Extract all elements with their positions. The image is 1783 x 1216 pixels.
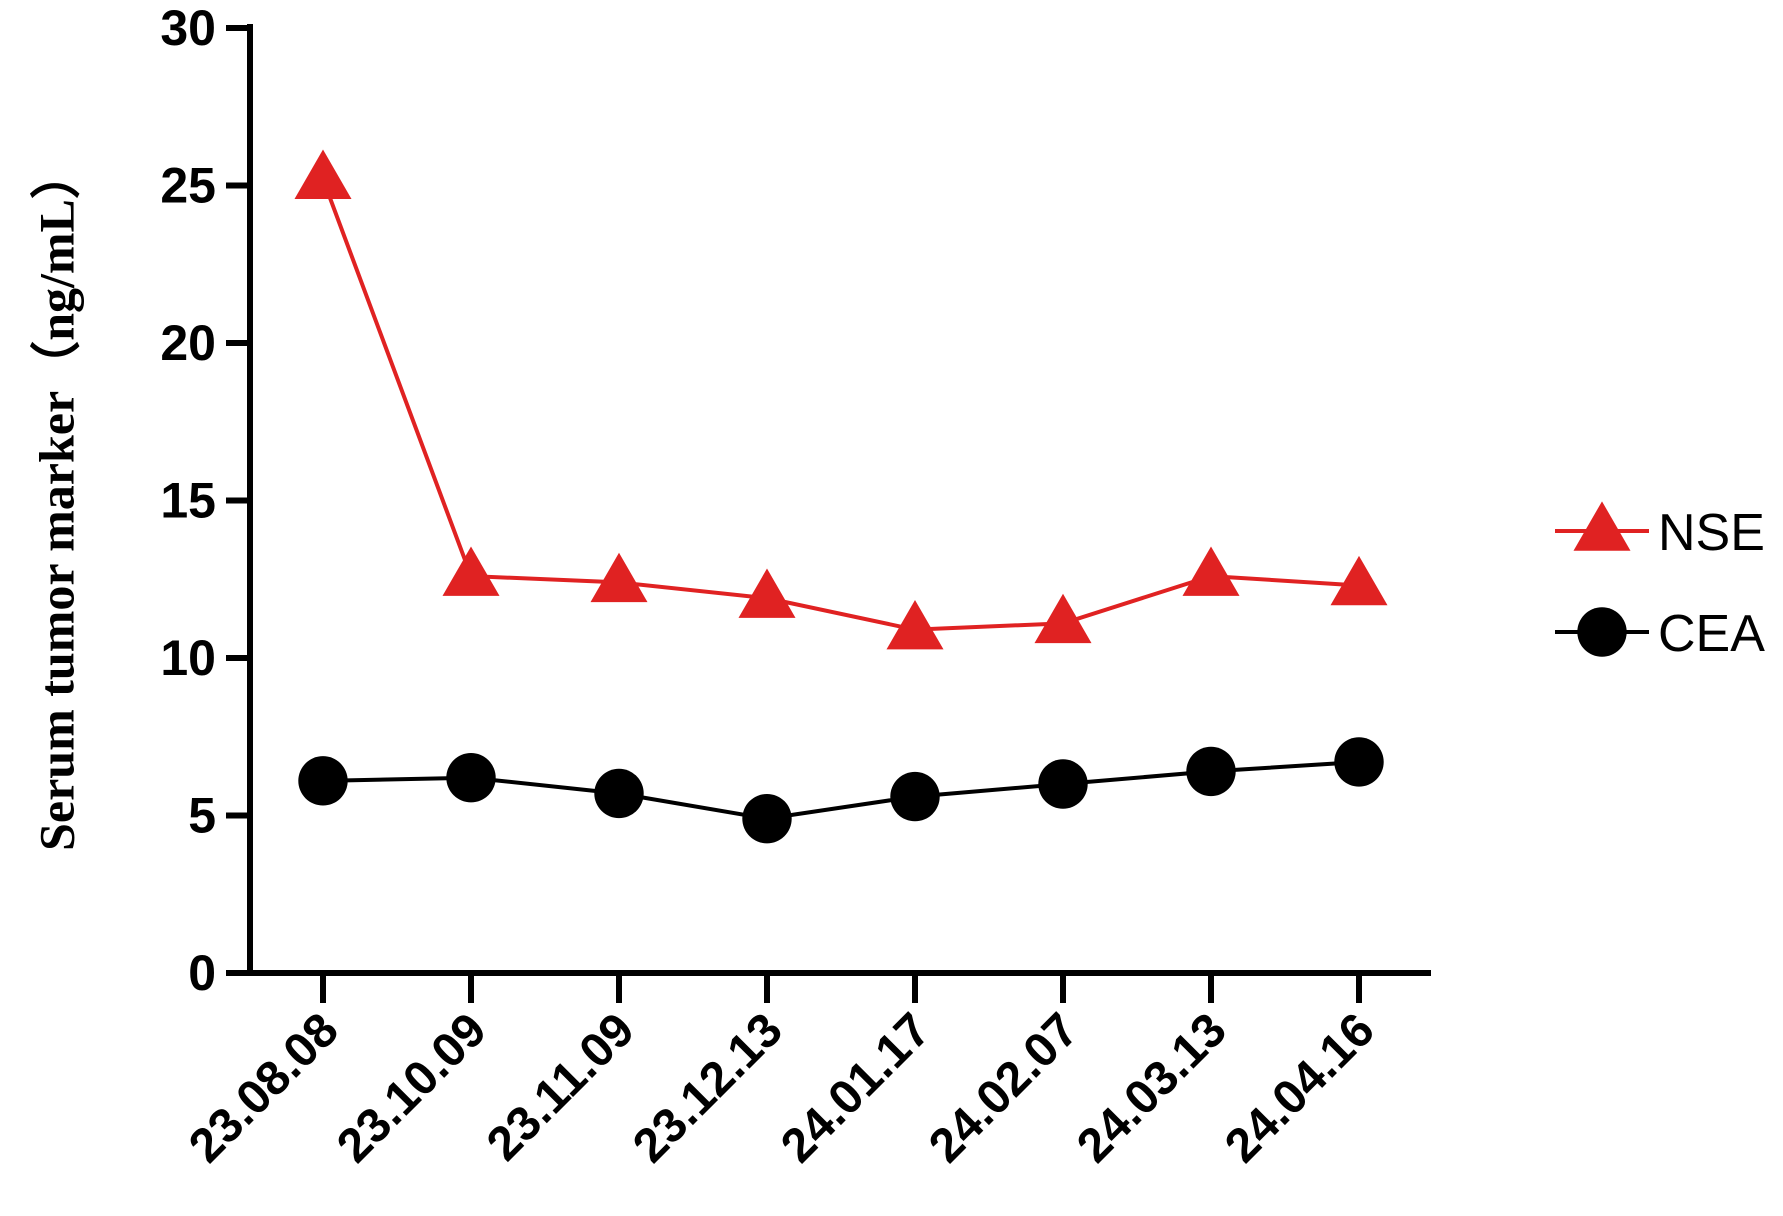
y-axis-label: Serum tumor marker（ng/mL） <box>28 149 84 851</box>
y-tick-label: 10 <box>160 630 216 686</box>
data-point <box>886 600 944 650</box>
x-tick-label: 23.12.13 <box>623 1003 793 1173</box>
data-point <box>446 753 496 803</box>
legend-marker <box>1577 607 1627 657</box>
y-tick-label: 25 <box>160 158 216 214</box>
x-tick-label: 24.04.16 <box>1215 1003 1385 1173</box>
series-line <box>322 759 1360 821</box>
x-tick-label: 24.03.13 <box>1067 1003 1237 1173</box>
y-tick-label: 20 <box>160 315 216 371</box>
y-tick-label: 15 <box>160 473 216 529</box>
data-point <box>1334 737 1384 787</box>
y-tick-label: 5 <box>188 788 216 844</box>
y-tick-label: 0 <box>188 945 216 1001</box>
legend-marker <box>1573 501 1631 551</box>
data-point <box>1330 555 1388 606</box>
data-point <box>594 768 644 819</box>
x-tick-label: 24.01.17 <box>771 1003 941 1173</box>
legend-label: CEA <box>1658 605 1765 663</box>
data-point <box>590 552 648 603</box>
data-point <box>1182 546 1240 596</box>
data-point <box>1034 593 1092 644</box>
x-tick-label: 23.08.08 <box>179 1003 349 1173</box>
x-tick-label: 24.02.07 <box>919 1003 1089 1173</box>
x-tick-label: 23.11.09 <box>477 1003 645 1171</box>
legend-label: NSE <box>1658 504 1765 562</box>
data-point <box>1186 746 1236 797</box>
data-point <box>442 546 500 596</box>
x-tick-label: 23.10.09 <box>327 1003 497 1173</box>
data-point <box>294 149 352 199</box>
series-line <box>321 178 1360 632</box>
data-point <box>890 771 940 822</box>
data-point <box>298 756 348 806</box>
data-point <box>738 568 796 618</box>
data-point <box>1038 759 1088 809</box>
data-point <box>742 793 792 844</box>
y-tick-label: 30 <box>160 0 216 56</box>
